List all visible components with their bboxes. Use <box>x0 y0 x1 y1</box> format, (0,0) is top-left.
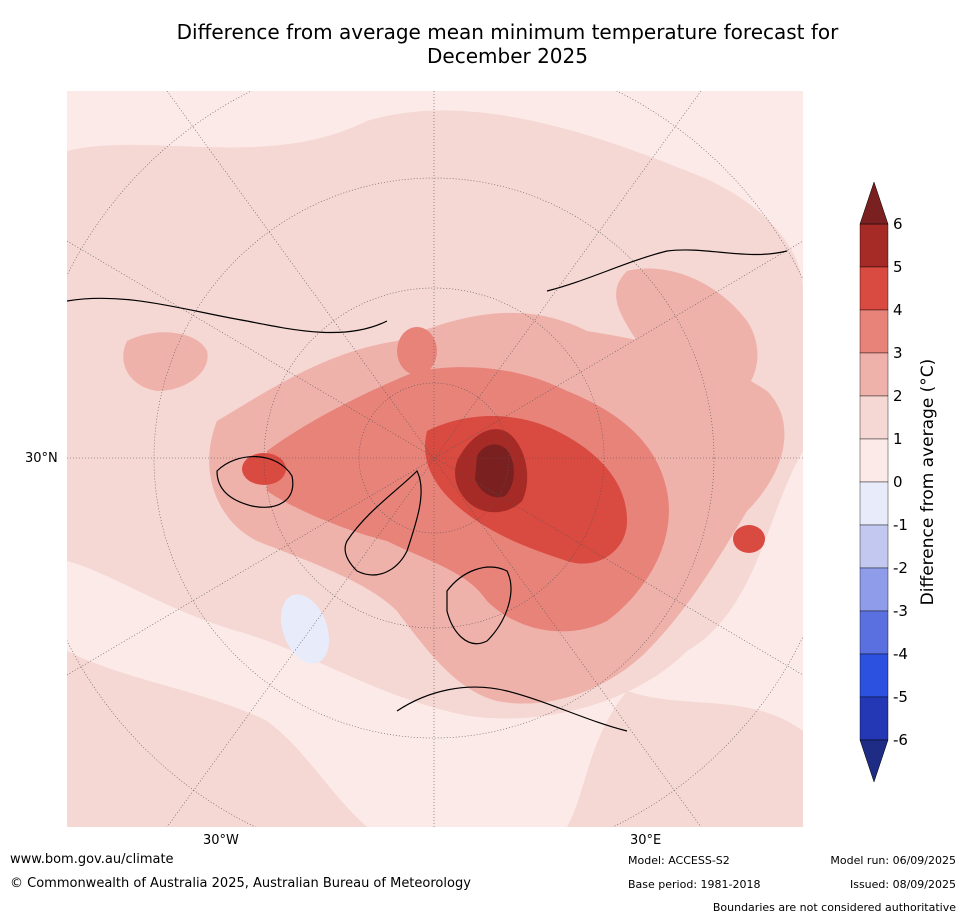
colorbar-segment <box>859 653 889 698</box>
footer-disclaimer: Boundaries are not considered authoritat… <box>712 901 956 914</box>
greenland-coast <box>344 469 422 576</box>
colorbar-segment <box>859 352 889 397</box>
band-1-2-southwest <box>67 651 367 827</box>
band-2-3-alaska <box>123 332 208 391</box>
colorbar-segment <box>859 223 889 268</box>
title-line-1: Difference from average mean minimum tem… <box>176 20 839 44</box>
anomaly-map <box>67 91 803 827</box>
colorbar-segment <box>859 481 889 526</box>
colorbar-tick-label: 5 <box>893 258 903 276</box>
colorbar-segment <box>859 567 889 612</box>
title-line-2: December 2025 <box>427 44 588 68</box>
colorbar-tick-label: 0 <box>893 473 903 491</box>
chart-title: Difference from average mean minimum tem… <box>60 20 955 68</box>
colorbar-segment <box>859 395 889 440</box>
colorbar-tick-label: 3 <box>893 344 903 362</box>
colorbar-tick-label: -1 <box>893 516 908 534</box>
colorbar-tick-label: -4 <box>893 645 908 663</box>
lon-label-30w: 30°W <box>203 833 239 848</box>
colorbar-tick-label: -3 <box>893 602 908 620</box>
band-1-2-southeast <box>567 691 803 827</box>
colorbar-tick-label: 2 <box>893 387 903 405</box>
scandinavia-coast <box>446 566 512 645</box>
footer-model: Model: ACCESS-S2 <box>628 854 730 867</box>
lon-label-30e: 30°E <box>630 833 662 848</box>
colorbar-tick-label: 6 <box>893 215 903 233</box>
colorbar-tick-label: -2 <box>893 559 908 577</box>
footer-base-period: Base period: 1981-2018 <box>628 878 761 891</box>
footer-website: www.bom.gov.au/climate <box>10 852 174 867</box>
band-negative-atlantic <box>280 594 330 664</box>
band-above-6-barents <box>475 444 514 498</box>
colorbar-segments <box>859 223 889 741</box>
colorbar-segment <box>859 438 889 483</box>
colorbar-tick-label: -5 <box>893 688 908 706</box>
footer-issued: Issued: 08/09/2025 <box>849 878 956 891</box>
band-3-4-greenland-north <box>397 327 437 375</box>
colorbar-tick-label: 1 <box>893 430 903 448</box>
colorbar-segment <box>859 309 889 354</box>
north-america-arctic-coast <box>67 297 388 334</box>
graticule <box>67 91 803 827</box>
colorbar-tick-label: 4 <box>893 301 903 319</box>
coastlines <box>67 249 788 732</box>
colorbar-segment <box>859 524 889 569</box>
anomaly-shading <box>67 110 803 827</box>
colorbar-label: Difference from average (°C) <box>918 358 938 606</box>
colorbar-segment <box>859 266 889 311</box>
hudson-bay-coast <box>216 456 294 508</box>
colorbar-tick-label: -6 <box>893 731 908 749</box>
band-2-3-siberia <box>616 268 758 401</box>
map-svg <box>67 91 803 827</box>
band-4-5-kazakhstan <box>733 525 765 553</box>
lat-label-30n: 30°N <box>25 451 58 466</box>
colorbar <box>859 182 889 782</box>
eurasia-arctic-coast <box>546 249 788 292</box>
colorbar-under-triangle <box>859 739 889 782</box>
colorbar-segment <box>859 696 889 741</box>
colorbar-segment <box>859 610 889 655</box>
europe-coast <box>396 686 628 732</box>
footer-copyright: © Commonwealth of Australia 2025, Austra… <box>10 876 471 891</box>
footer-model-run: Model run: 06/09/2025 <box>830 854 956 867</box>
colorbar-over-triangle <box>859 182 889 225</box>
